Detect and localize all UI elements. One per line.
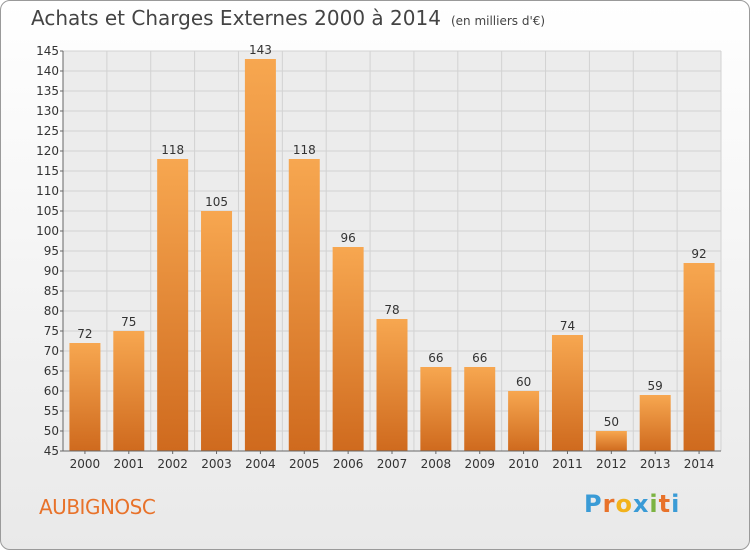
data-label: 72 (77, 327, 92, 341)
labels: 45 50 55 60 65 70 75 80 85 90 95 100 105 110 115 120 125… (36, 43, 714, 471)
bar (113, 331, 145, 451)
y-tick-label: 130 (36, 104, 59, 118)
x-tick-label: 2002 (157, 457, 188, 471)
commune-name: AUBIGNOSC (39, 495, 156, 519)
y-tick-label: 55 (44, 404, 59, 418)
bar (244, 59, 276, 451)
data-label: 92 (691, 247, 706, 261)
x-tick-label: 2009 (464, 457, 495, 471)
y-tick-label: 90 (44, 264, 59, 278)
x-tick-label: 2014 (684, 457, 715, 471)
y-tick-label: 85 (44, 284, 59, 298)
bar (420, 367, 452, 451)
data-label: 75 (121, 315, 136, 329)
logo-letter: x (632, 490, 650, 518)
y-tick-label: 70 (44, 344, 59, 358)
x-tick-label: 2000 (70, 457, 101, 471)
x-tick-label: 2007 (377, 457, 408, 471)
bar (201, 211, 233, 451)
data-label: 143 (249, 43, 272, 57)
y-tick-label: 60 (44, 384, 59, 398)
y-tick-label: 140 (36, 64, 59, 78)
y-tick-label: 115 (36, 164, 59, 178)
x-tick-label: 2013 (640, 457, 671, 471)
x-tick-label: 2012 (596, 457, 627, 471)
bar (639, 395, 671, 451)
chart-title-text: Achats et Charges Externes 2000 à 2014 (31, 6, 441, 30)
logo-letter: r (602, 490, 616, 518)
y-tick-label: 135 (36, 84, 59, 98)
bar (683, 263, 715, 451)
data-label: 105 (205, 195, 228, 209)
y-tick-label: 120 (36, 144, 59, 158)
data-label: 59 (648, 379, 663, 393)
data-label: 66 (428, 351, 443, 365)
y-tick-label: 125 (36, 124, 59, 138)
y-tick-label: 105 (36, 204, 59, 218)
data-label: 118 (161, 143, 184, 157)
data-label: 50 (604, 415, 619, 429)
proxiti-logo: Proxiti (584, 490, 680, 518)
x-tick-label: 2003 (201, 457, 232, 471)
x-tick-label: 2006 (333, 457, 364, 471)
logo-letter: P (584, 490, 603, 518)
data-label: 96 (340, 231, 355, 245)
x-tick-label: 2008 (421, 457, 452, 471)
y-tick-label: 100 (36, 224, 59, 238)
bar (464, 367, 496, 451)
bar (595, 431, 627, 451)
data-label: 66 (472, 351, 487, 365)
bar (157, 159, 189, 451)
bar (288, 159, 320, 451)
bar (376, 319, 408, 451)
logo-letter: i (671, 490, 681, 518)
y-tick-label: 110 (36, 184, 59, 198)
bar (508, 391, 540, 451)
y-tick-label: 95 (44, 244, 59, 258)
logo-letter: i (649, 490, 659, 518)
data-label: 74 (560, 319, 575, 333)
bar (332, 247, 364, 451)
y-tick-label: 80 (44, 304, 59, 318)
y-tick-label: 45 (44, 444, 59, 458)
data-label: 60 (516, 375, 531, 389)
bar (551, 335, 583, 451)
axes (60, 50, 721, 454)
x-tick-label: 2005 (289, 457, 320, 471)
data-label: 118 (293, 143, 316, 157)
y-tick-label: 75 (44, 324, 59, 338)
y-tick-label: 50 (44, 424, 59, 438)
bar (69, 343, 101, 451)
y-tick-label: 145 (36, 44, 59, 58)
x-tick-label: 2011 (552, 457, 583, 471)
chart-title: Achats et Charges Externes 2000 à 2014 (e… (31, 6, 545, 30)
x-tick-label: 2004 (245, 457, 276, 471)
x-tick-label: 2010 (508, 457, 539, 471)
logo-letter: o (615, 490, 633, 518)
chart-unit: (en milliers d'€) (450, 14, 546, 28)
bars (69, 59, 715, 451)
logo-letter: t (658, 490, 672, 518)
x-tick-label: 2001 (114, 457, 145, 471)
y-tick-label: 65 (44, 364, 59, 378)
data-label: 78 (384, 303, 399, 317)
